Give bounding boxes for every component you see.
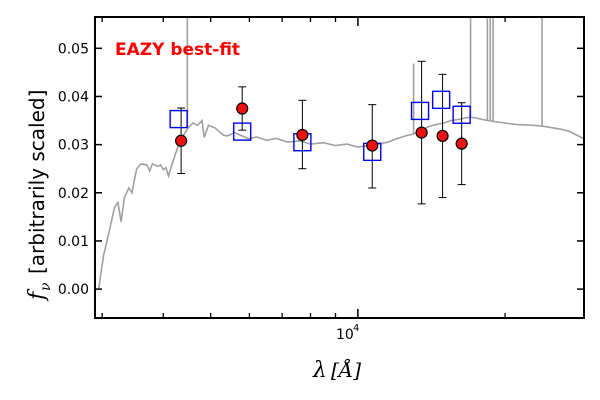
y-axis-label-text: [arbitrarily scaled] [25, 90, 49, 274]
y-axis-label: f ν [arbitrarily scaled] [25, 90, 54, 302]
observed-flux-point-2 [296, 128, 309, 142]
x-tick-label-exponent: 4 [353, 323, 359, 334]
model-spectrum-layer [97, 17, 584, 290]
observed-flux-point-6 [455, 137, 468, 150]
template-flux-marker-1 [233, 122, 252, 141]
tick-layer: 0.00 0.01 0.02 0.03 0.04 0.05 [58, 17, 584, 318]
y-tick-label-1: 0.01 [58, 234, 89, 250]
template-flux-layer [169, 90, 471, 162]
template-flux-marker-6 [452, 105, 471, 124]
plot-area [97, 17, 584, 290]
y-tick-label-0: 0.00 [58, 282, 89, 298]
y-axis-label-subscript: ν [38, 282, 54, 291]
model-spectrum-line [97, 116, 584, 290]
observed-flux-point-3 [366, 139, 379, 152]
observed-flux-layer [175, 102, 468, 152]
observed-flux-point-1 [236, 102, 249, 115]
template-flux-marker-5 [431, 90, 451, 110]
x-tick-label-base: 10 [336, 327, 354, 343]
y-tick-label-5: 0.05 [58, 41, 89, 57]
observed-flux-point-5 [436, 129, 449, 143]
template-flux-marker-0 [169, 109, 188, 129]
x-axis-label: λ [Å] [312, 357, 361, 383]
x-tick-label-10000: 10 4 [336, 323, 359, 343]
observed-flux-point-0 [175, 134, 188, 147]
y-tick-label-2: 0.02 [58, 186, 89, 202]
y-tick-label-3: 0.03 [58, 138, 89, 154]
template-flux-marker-4 [410, 101, 430, 121]
x-axis-label-unit: [Å] [331, 357, 361, 382]
y-tick-label-4: 0.04 [58, 89, 89, 105]
plot-frame [94, 16, 585, 319]
observed-flux-point-4 [415, 126, 428, 139]
eazy-best-fit-annotation: EAZY best-fit [115, 40, 240, 60]
x-axis-label-symbol: λ [312, 358, 327, 383]
